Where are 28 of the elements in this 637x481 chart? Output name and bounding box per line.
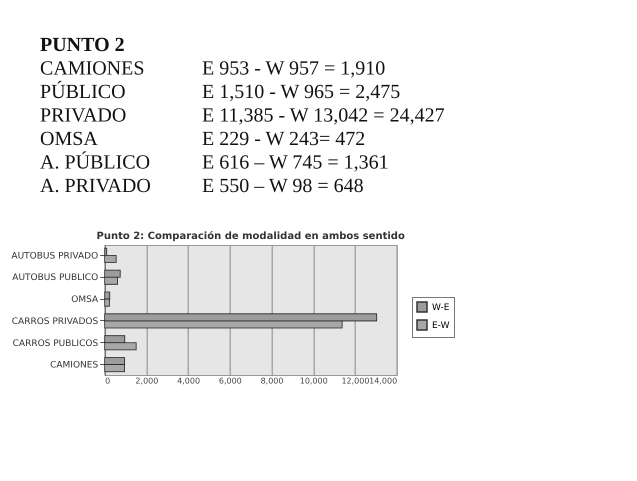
text: E 1,510 - W 965 = 2,475 bbox=[202, 81, 400, 103]
text: A. PÚBLICO bbox=[40, 150, 150, 174]
chart-title: Punto 2: Comparación de modalidad en ambos sentido bbox=[96, 231, 405, 242]
x-tick-label: 8,000 bbox=[260, 376, 284, 386]
x-tick-label: 2,000 bbox=[135, 376, 158, 386]
x-tick-label: 12,000 bbox=[341, 376, 370, 386]
text: PUNTO 2 bbox=[40, 34, 125, 56]
x-tick-label: 14,000 bbox=[369, 376, 398, 386]
text: E 953 - W 957 = 1,910 bbox=[202, 58, 386, 80]
y-tick-label: OMSA bbox=[71, 295, 100, 306]
legend-label: W-E bbox=[432, 303, 450, 313]
x-tick-label: 6,000 bbox=[218, 376, 242, 386]
x-tick-label: 10,000 bbox=[300, 376, 328, 386]
y-tick-label: AUTOBUS PRIVADO bbox=[11, 251, 98, 262]
text: E 11,385 - W 13,042 = 24,427 bbox=[202, 104, 445, 126]
text: PÚBLICO bbox=[40, 80, 126, 103]
y-tick-label: CAMIONES bbox=[50, 360, 98, 371]
text: PRIVADO bbox=[40, 104, 126, 126]
text: A. PRIVADO bbox=[40, 175, 151, 197]
y-tick-label: CARROS PRIVADOS bbox=[12, 316, 98, 327]
y-tick-label: CARROS PUBLICOS bbox=[12, 338, 98, 349]
legend-label: E-W bbox=[432, 321, 450, 331]
x-tick-label: 0 bbox=[105, 376, 110, 386]
text: E 616 – W 745 = 1,361 bbox=[202, 152, 389, 174]
text: E 550 – W 98 = 648 bbox=[202, 175, 364, 197]
text: E 229 - W 243= 472 bbox=[202, 128, 366, 150]
x-tick-label: 4,000 bbox=[177, 376, 200, 386]
y-tick-label: AUTOBUS PUBLICO bbox=[12, 273, 98, 284]
